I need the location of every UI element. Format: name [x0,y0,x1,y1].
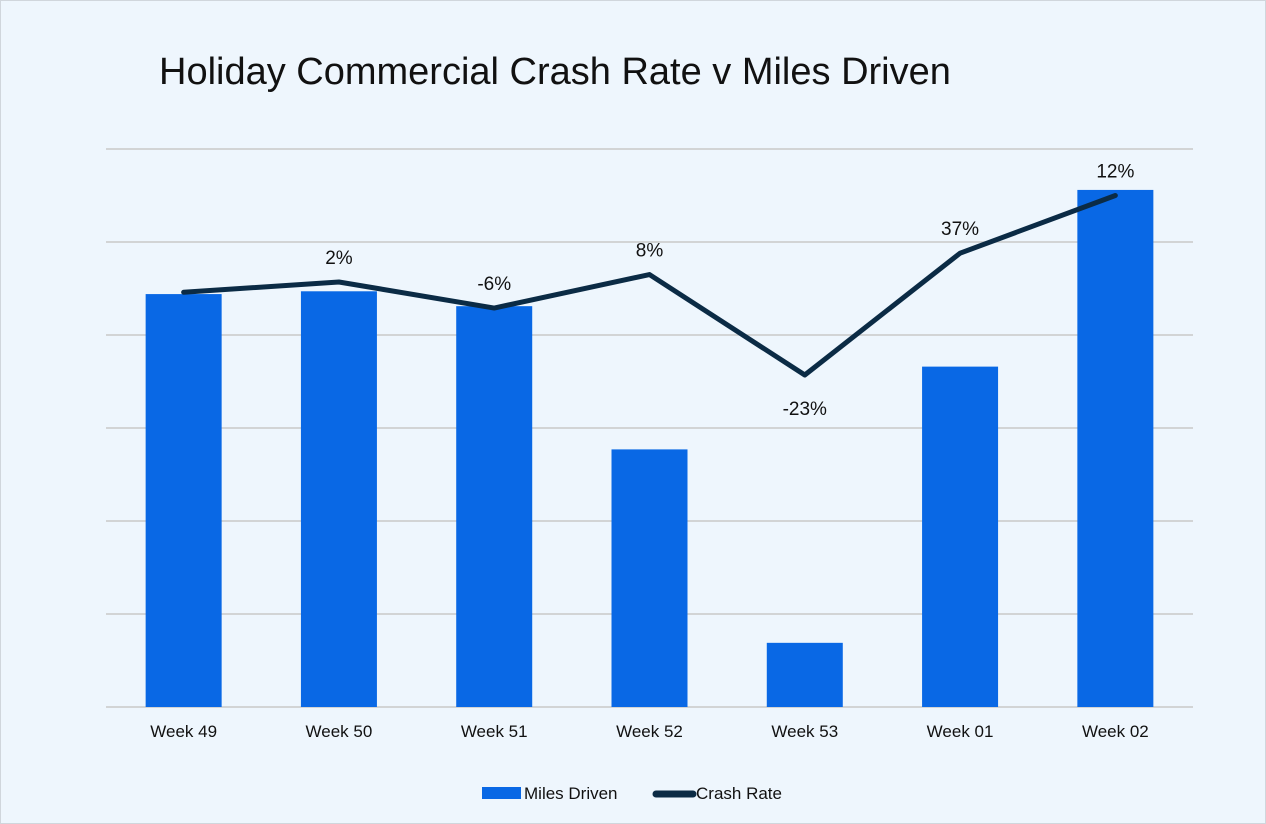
bar-miles-driven [1077,189,1154,708]
chart-title: Holiday Commercial Crash Rate v Miles Dr… [159,51,951,93]
bar-miles-driven [766,642,843,707]
data-label: -23% [783,399,827,420]
legend-label-crash-rate: Crash Rate [696,784,782,803]
data-label: 12% [1096,162,1134,183]
legend-swatch-miles-driven [482,787,521,799]
legend-label-miles-driven: Miles Driven [524,784,618,803]
x-tick-label: Week 02 [1082,722,1149,741]
bar-miles-driven [145,294,222,707]
x-tick-label: Week 01 [927,722,994,741]
x-tick-label: Week 53 [771,722,838,741]
data-label: 2% [325,248,353,269]
x-tick-label: Week 50 [306,722,373,741]
data-label: 37% [941,219,979,240]
bar-miles-driven [922,366,999,707]
x-tick-label: Week 52 [616,722,683,741]
x-tick-label: Week 51 [461,722,528,741]
data-label: -6% [477,274,511,295]
data-label: 8% [636,241,664,262]
bar-miles-driven [456,306,533,707]
bar-miles-driven [300,291,377,707]
x-tick-label: Week 49 [150,722,217,741]
bar-miles-driven [611,449,688,707]
